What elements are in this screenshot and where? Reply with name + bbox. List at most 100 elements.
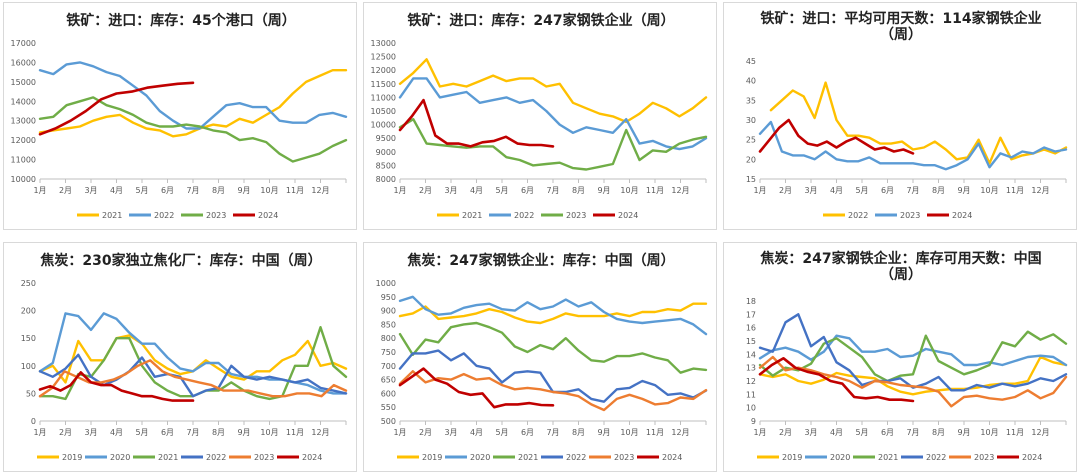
legend-label: 2022 — [154, 211, 174, 220]
x-tick-label: 2月 — [419, 428, 432, 437]
series-line-2024 — [38, 371, 195, 402]
legend-label: 2022 — [514, 211, 534, 220]
y-tick-label: 8500 — [376, 161, 396, 170]
x-tick-label: 4月 — [830, 186, 843, 195]
series-line-2023 — [38, 96, 348, 163]
x-tick-label: 6月 — [161, 428, 174, 437]
y-tick-label: 13 — [746, 364, 756, 373]
x-tick-label: 12月 — [1031, 428, 1049, 437]
legend-label: 2020 — [110, 453, 130, 462]
x-tick-label: 8月 — [572, 428, 585, 437]
series-line-2021 — [38, 326, 348, 401]
x-tick-label: 10月 — [260, 186, 278, 195]
legend-label: 2022 — [926, 453, 946, 462]
legend-label: 2023 — [614, 453, 634, 462]
legend-label: 2021 — [462, 211, 482, 220]
x-tick-label: 10月 — [980, 428, 998, 437]
y-tick-label: 50 — [26, 389, 36, 398]
legend-label: 2023 — [974, 453, 994, 462]
x-tick-label: 2月 — [779, 428, 792, 437]
series-line-2024 — [38, 81, 195, 136]
legend-label: 2021 — [518, 453, 538, 462]
x-tick-label: 6月 — [881, 428, 894, 437]
x-tick-label: 1月 — [753, 186, 766, 195]
y-tick-label: 200 — [21, 307, 36, 316]
x-tick-label: 9月 — [237, 186, 250, 195]
legend-label: 2023 — [900, 211, 920, 220]
y-tick-label: 550 — [381, 403, 396, 412]
series-line-2024 — [398, 98, 555, 148]
y-tick-label: 13000 — [11, 117, 36, 126]
x-tick-label: 9月 — [597, 428, 610, 437]
x-tick-label: 12月 — [671, 428, 689, 437]
x-tick-label: 4月 — [110, 428, 123, 437]
series-line-2024 — [758, 118, 915, 155]
series-line-2022 — [758, 313, 1068, 392]
x-tick-label: 5月 — [495, 186, 508, 195]
x-tick-label: 1月 — [33, 186, 46, 195]
x-tick-label: 3月 — [804, 428, 817, 437]
series-line-2021 — [38, 69, 348, 138]
y-tick-label: 10500 — [371, 107, 396, 116]
legend-label: 2024 — [302, 453, 322, 462]
legend-label: 2021 — [158, 453, 178, 462]
x-tick-label: 11月 — [646, 428, 664, 437]
x-tick-label: 4月 — [830, 428, 843, 437]
legend-label: 2024 — [952, 211, 972, 220]
series-line-2021 — [398, 58, 708, 124]
x-tick-label: 7月 — [186, 428, 199, 437]
y-tick-label: 14 — [746, 350, 756, 359]
series-line-2023 — [758, 355, 1068, 408]
legend-label: 2021 — [878, 453, 898, 462]
x-tick-label: 10月 — [980, 186, 998, 195]
y-tick-label: 16 — [746, 324, 756, 333]
x-tick-label: 7月 — [186, 186, 199, 195]
series-line-2023 — [758, 120, 1068, 171]
series-line-2019 — [758, 355, 1068, 396]
chart-title: （周） — [880, 27, 922, 43]
series-line-2022 — [38, 61, 348, 130]
chart-title: 焦炭：247家钢铁企业：库存可用天数：中国 — [759, 250, 1041, 267]
y-tick-label: 10 — [746, 404, 756, 413]
y-tick-label: 12000 — [11, 136, 36, 145]
series-line-2024 — [398, 367, 555, 409]
x-tick-label: 4月 — [110, 186, 123, 195]
y-tick-label: 15 — [746, 337, 756, 346]
x-tick-label: 8月 — [212, 186, 225, 195]
x-tick-label: 11月 — [286, 186, 304, 195]
chart-title: 铁矿：进口：平均可用天数：114家钢铁企业 — [760, 10, 1041, 27]
series-line-2023 — [398, 370, 708, 412]
legend-label: 2024 — [662, 453, 682, 462]
y-tick-label: 900 — [381, 307, 396, 316]
chart-svg: 铁矿：进口：库存：247家钢铁企业（周） 8000 8500 9000 9500 1000… — [371, 12, 708, 220]
x-tick-label: 9月 — [957, 186, 970, 195]
series-line-2019 — [398, 302, 708, 325]
y-tick-label: 12 — [746, 377, 756, 386]
x-tick-label: 1月 — [393, 186, 406, 195]
x-tick-label: 10月 — [260, 428, 278, 437]
legend-label: 2019 — [782, 453, 802, 462]
x-tick-label: 3月 — [444, 428, 457, 437]
y-tick-label: 500 — [381, 417, 396, 426]
y-tick-label: 100 — [21, 362, 36, 371]
x-tick-label: 6月 — [161, 186, 174, 195]
x-tick-label: 6月 — [521, 186, 534, 195]
x-tick-label: 11月 — [646, 186, 664, 195]
chart-title: 焦炭：247家钢铁企业：库存：中国（周） — [406, 252, 674, 269]
x-tick-label: 7月 — [546, 428, 559, 437]
x-tick-label: 5月 — [855, 428, 868, 437]
x-tick-label: 10月 — [620, 186, 638, 195]
y-tick-label: 17000 — [11, 39, 36, 48]
x-tick-label: 8月 — [212, 428, 225, 437]
chart-svg: 铁矿：进口：平均可用天数：114家钢铁企业（周） 15 20 25 30 35 40 45 1月… — [746, 10, 1068, 220]
series-line-2021 — [398, 321, 708, 374]
x-tick-label: 9月 — [237, 428, 250, 437]
x-tick-label: 2月 — [59, 428, 72, 437]
y-tick-label: 650 — [381, 376, 396, 385]
y-tick-label: 11 — [746, 390, 756, 399]
chart-title: 铁矿：进口：库存：247家钢铁企业（周） — [407, 12, 674, 29]
y-tick-label: 14000 — [11, 97, 36, 106]
x-tick-label: 7月 — [906, 428, 919, 437]
y-tick-label: 9500 — [376, 134, 396, 143]
legend-label: 2021 — [102, 211, 122, 220]
